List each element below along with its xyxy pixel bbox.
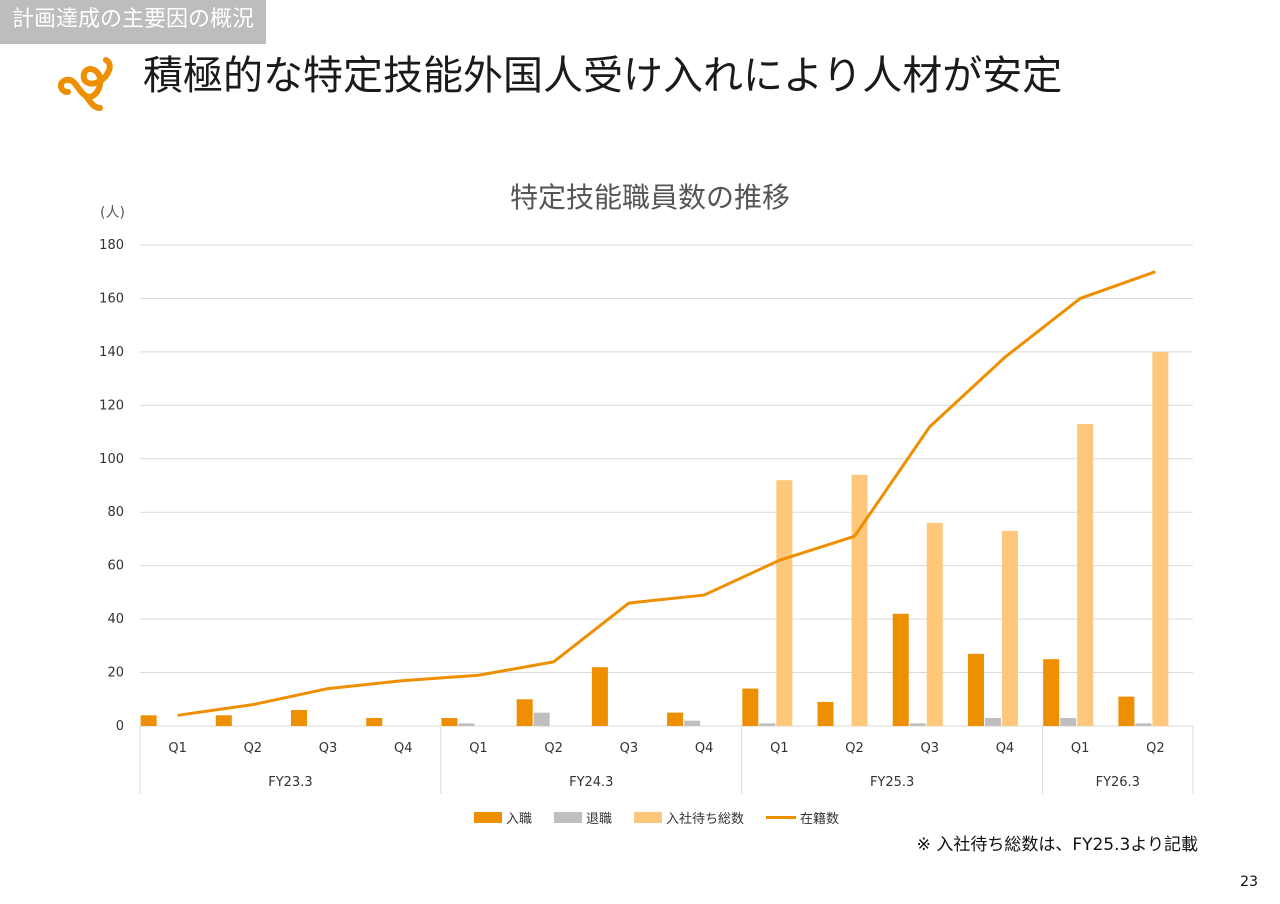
line-headcount: [177, 270, 1156, 717]
x-tick-label: Q1: [469, 741, 488, 756]
x-group-label: FY26.3: [1096, 775, 1140, 790]
x-tick-label: Q1: [1071, 741, 1090, 756]
x-tick-label: Q3: [319, 741, 338, 756]
bar-hire: [140, 715, 157, 726]
bar-pending: [1152, 351, 1169, 726]
bar-hire: [892, 613, 909, 726]
bar-hire: [516, 699, 533, 726]
bar-pending: [1077, 424, 1094, 726]
x-tick-label: Q4: [695, 741, 714, 756]
bar-pending: [1001, 530, 1018, 726]
bar-hire: [366, 717, 383, 726]
bar-hire: [742, 688, 759, 726]
legend-item-hire: 入職: [474, 808, 532, 827]
bar-hire: [291, 709, 308, 726]
footnote: ※ 入社待ち総数は、FY25.3より記載: [916, 835, 1198, 855]
bar-hire: [441, 717, 458, 726]
bar-hire: [667, 712, 684, 726]
x-tick-label: Q2: [845, 741, 864, 756]
legend-label-headcount: 在籍数: [800, 812, 840, 827]
page-number: 23: [1240, 874, 1258, 890]
legend-swatch-leave: [554, 812, 583, 823]
legend-label-pending: 入社待ち総数: [666, 812, 745, 827]
bar-leave: [458, 723, 475, 726]
bar-pending: [926, 522, 943, 726]
bar-leave: [1135, 723, 1152, 726]
legend-item-headcount: 在籍数: [766, 808, 839, 827]
bar-hire: [967, 653, 984, 726]
page-title: 積極的な特定技能外国人受け入れにより人材が安定: [143, 53, 1063, 99]
x-tick-label: Q2: [244, 741, 263, 756]
bar-leave: [909, 723, 926, 726]
legend-swatch-pending: [634, 812, 663, 823]
y-tick-label: 120: [99, 398, 124, 413]
legend-label-hire: 入職: [506, 812, 533, 827]
legend-item-pending: 入社待ち総数: [634, 808, 744, 827]
y-tick-label: 0: [116, 719, 124, 734]
bar-hire: [817, 701, 834, 726]
bar-leave: [759, 723, 776, 726]
bar-leave: [684, 720, 701, 726]
x-group-label: FY23.3: [268, 775, 312, 790]
x-tick-label: Q1: [168, 741, 187, 756]
x-tick-label: Q3: [920, 741, 939, 756]
x-group-label: FY25.3: [870, 775, 914, 790]
x-tick-label: Q1: [770, 741, 789, 756]
x-group-label: FY24.3: [569, 775, 613, 790]
x-tick-label: Q2: [544, 741, 563, 756]
bar-hire: [215, 715, 232, 726]
section-tag: 計画達成の主要因の概況: [0, 0, 267, 44]
y-tick-label: 60: [107, 559, 124, 574]
bar-hire: [591, 667, 608, 726]
chart-legend: 入職 退職 入社待ち総数 在籍数: [474, 808, 839, 827]
bar-hire: [1043, 659, 1060, 726]
chart-title: 特定技能職員数の推移: [509, 181, 790, 214]
x-tick-label: Q3: [620, 741, 639, 756]
company-logo-icon: [58, 57, 113, 111]
legend-label-leave: 退職: [586, 812, 613, 827]
bar-pending: [851, 474, 868, 726]
legend-item-leave: 退職: [554, 808, 612, 827]
y-tick-label: 80: [107, 505, 124, 520]
y-axis-unit-label: (人): [100, 205, 125, 221]
x-tick-label: Q4: [394, 741, 413, 756]
y-tick-label: 160: [99, 291, 124, 306]
y-tick-label: 180: [99, 238, 124, 253]
legend-swatch-headcount: [766, 816, 797, 819]
y-tick-label: 140: [99, 345, 124, 360]
bar-hire: [1118, 696, 1135, 726]
bar-leave: [533, 712, 550, 726]
y-tick-label: 100: [99, 452, 124, 467]
y-tick-label: 20: [107, 666, 124, 681]
bar-pending: [776, 480, 793, 726]
y-tick-label: 40: [107, 612, 124, 627]
bar-leave: [1060, 717, 1077, 726]
x-tick-label: Q2: [1146, 741, 1165, 756]
legend-swatch-hire: [474, 812, 502, 823]
bar-leave: [984, 717, 1001, 726]
x-tick-label: Q4: [996, 741, 1015, 756]
